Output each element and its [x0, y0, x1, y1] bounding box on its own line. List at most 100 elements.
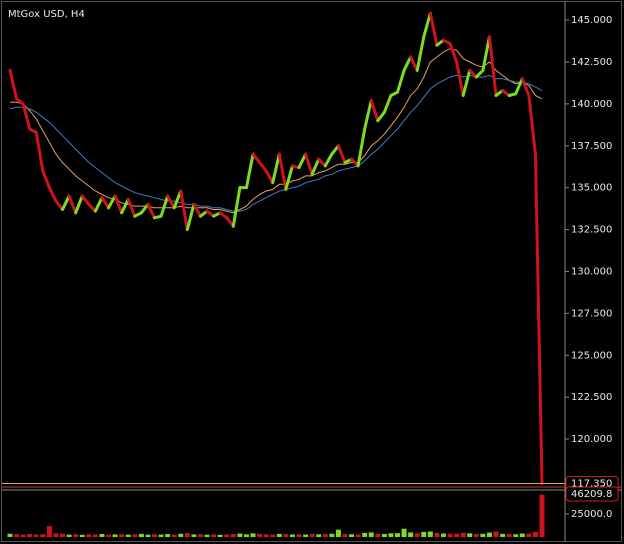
- volume-bar: [467, 533, 473, 537]
- price-segment: [277, 152, 288, 191]
- price-segment: [369, 99, 380, 123]
- price-segment: [376, 110, 386, 123]
- price-segment: [120, 197, 130, 215]
- price-segment: [47, 186, 58, 203]
- volume-bar: [322, 534, 328, 537]
- price-segment: [41, 169, 51, 190]
- volume-bar: [158, 534, 164, 537]
- volume-bar: [197, 534, 203, 537]
- volume-bar: [532, 531, 538, 537]
- volume-bar: [486, 532, 492, 537]
- volume-bar: [171, 534, 177, 537]
- price-segment: [93, 196, 104, 213]
- volume-bar: [86, 534, 92, 537]
- y-tick-label: 135.000: [571, 183, 612, 194]
- price-segment: [264, 169, 275, 185]
- price-segment: [8, 68, 19, 101]
- price-segment: [356, 127, 367, 168]
- volume-bar: [14, 534, 20, 537]
- price-segment: [396, 68, 406, 94]
- price-segment: [251, 152, 262, 165]
- volume-bar: [519, 533, 525, 537]
- volume-bar: [395, 533, 401, 537]
- volume-bar: [480, 533, 486, 537]
- volume-bar: [434, 532, 440, 537]
- price-segment: [310, 157, 321, 176]
- volume-bar: [211, 534, 217, 537]
- volume-bar: [283, 534, 289, 537]
- volume-bar: [66, 534, 72, 537]
- volume-bar: [106, 534, 112, 537]
- price-segment: [481, 35, 491, 72]
- y-tick-label: 25000.0: [571, 509, 612, 520]
- volume-bar: [408, 532, 414, 537]
- price-segment: [330, 144, 340, 156]
- price-segment: [533, 152, 544, 485]
- price-segment: [146, 202, 156, 220]
- volume-bar: [178, 533, 184, 537]
- price-segment: [74, 194, 84, 215]
- price-segment: [159, 194, 170, 218]
- price-segment: [126, 197, 137, 218]
- volume-bar: [33, 534, 39, 537]
- volume-bar: [112, 534, 118, 537]
- volume-bar: [20, 534, 26, 537]
- volume-bar: [513, 534, 519, 537]
- price-segment: [61, 194, 71, 211]
- volume-bar: [427, 531, 433, 537]
- price-segment: [185, 202, 196, 232]
- volume-bar: [454, 533, 460, 537]
- y-tick-label: 140.000: [571, 99, 612, 110]
- price-segment: [284, 164, 294, 191]
- y-tick-label: 132.500: [571, 225, 612, 236]
- volume-bar: [46, 525, 52, 537]
- volume-bar: [447, 533, 453, 537]
- volume-bar: [79, 534, 85, 537]
- volume-bar: [276, 533, 282, 537]
- volume-bar: [493, 531, 499, 537]
- price-segment: [258, 161, 268, 173]
- price-segment: [54, 199, 65, 211]
- price-segment: [166, 194, 176, 210]
- price-segment: [527, 94, 537, 156]
- y-tick-label: 137.500: [571, 141, 612, 152]
- price-segment: [409, 55, 419, 72]
- volume-bar: [270, 534, 276, 537]
- volume-bar: [151, 534, 157, 537]
- price-segment: [520, 77, 531, 98]
- price-segment: [304, 152, 314, 176]
- price-segment: [271, 152, 281, 185]
- volume-bar: [92, 534, 98, 537]
- volume-bar: [349, 534, 355, 537]
- volume-bar: [257, 533, 263, 537]
- price-segment: [323, 152, 334, 168]
- volume-bar: [217, 534, 223, 537]
- price-segment: [422, 11, 432, 39]
- price-segment: [231, 186, 242, 228]
- price-segment: [317, 157, 327, 168]
- volume-bar: [375, 533, 381, 537]
- price-segment: [100, 196, 111, 210]
- price-segment: [468, 68, 478, 79]
- price-segment: [192, 202, 202, 218]
- volume-bar: [381, 533, 387, 537]
- volume-bar: [237, 533, 243, 537]
- y-tick-label: 142.500: [571, 57, 612, 68]
- price-segment: [448, 42, 459, 64]
- volume-bar: [388, 533, 394, 537]
- volume-bar: [539, 494, 545, 537]
- volume-bar: [342, 534, 348, 537]
- volume-bar: [204, 534, 210, 537]
- price-segment: [487, 35, 498, 98]
- volume-bar: [40, 534, 46, 537]
- price-segment: [172, 189, 183, 210]
- volume-bar: [289, 534, 295, 537]
- volume-bar: [99, 533, 105, 537]
- price-segment: [34, 130, 45, 173]
- volume-bar: [500, 533, 506, 537]
- volume-bar: [27, 534, 33, 537]
- price-segment: [415, 35, 426, 72]
